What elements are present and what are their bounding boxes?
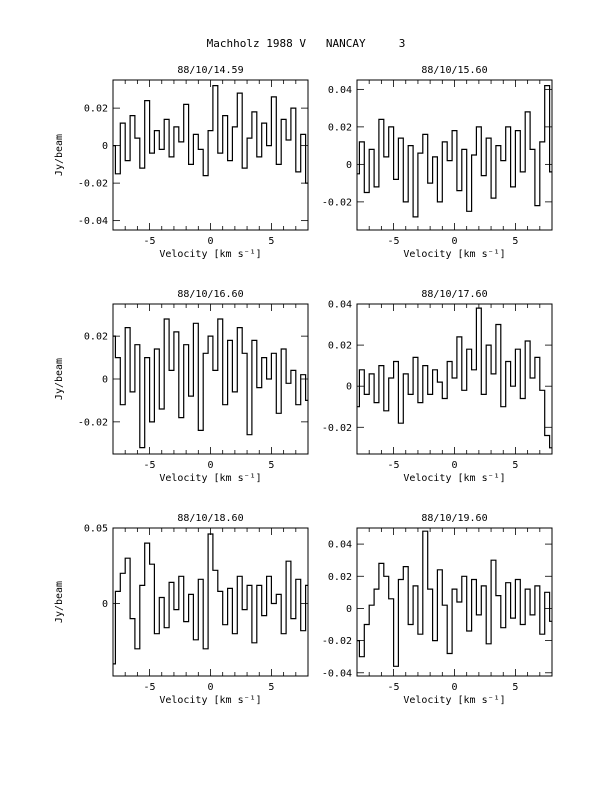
- x-tick-label: -5: [144, 682, 156, 693]
- spectrum-panel-2: 88/10/15.60 -5 0 5 -0.02 0 0.02 0.04 Velocity [k…: [322, 65, 553, 260]
- spectrum-panel-3: 88/10/16.60 -5 0 5 -0.02 0 0.02 Velocity [km s⁻…: [54, 289, 309, 484]
- spectrum-panel-4: 88/10/17.60 -5 0 5 -0.02 0 0.02 0.04 Velocity [k…: [322, 289, 553, 484]
- x-axis-label: Velocity [km s⁻¹]: [159, 473, 261, 484]
- y-tick-label: 0: [102, 599, 108, 610]
- x-tick-label: 0: [207, 460, 213, 471]
- panel-title: 88/10/17.60: [421, 289, 487, 300]
- x-tick-label: 0: [451, 236, 457, 247]
- y-tick-label: 0.02: [328, 572, 352, 583]
- x-tick-label: 5: [512, 460, 518, 471]
- spectrum-line: [357, 85, 552, 218]
- x-tick-label: -5: [388, 460, 400, 471]
- plot-frame: [356, 303, 553, 455]
- y-axis-label: Jy/beam: [54, 581, 65, 623]
- panel-title: 88/10/19.60: [421, 513, 487, 524]
- y-tick-label: 0.04: [328, 540, 352, 551]
- y-tick-label: 0: [346, 160, 352, 171]
- plot-frame: [356, 527, 553, 677]
- y-tick-label: -0.04: [322, 668, 352, 679]
- x-axis-label: Velocity [km s⁻¹]: [159, 249, 261, 260]
- x-tick-label: 0: [451, 682, 457, 693]
- y-tick-label: 0.05: [84, 524, 108, 535]
- x-axis-label: Velocity [km s⁻¹]: [403, 695, 505, 706]
- x-tick-label: 0: [207, 682, 213, 693]
- x-tick-label: 5: [268, 460, 274, 471]
- x-tick-label: 5: [268, 236, 274, 247]
- spectrum-line: [113, 533, 308, 665]
- x-tick-label: 5: [512, 236, 518, 247]
- x-axis-label: Velocity [km s⁻¹]: [159, 695, 261, 706]
- y-tick-label: 0: [102, 141, 108, 152]
- x-tick-label: 0: [451, 460, 457, 471]
- spectrum-line: [357, 530, 552, 667]
- spectrum-line: [357, 307, 552, 449]
- plot-frame: [112, 79, 309, 231]
- panel-title: 88/10/15.60: [421, 65, 487, 76]
- spectrum-panel-1: 88/10/14.59 -5 0 5 -0.04 -0.02 0 0.02 Velocity […: [54, 65, 309, 260]
- y-tick-label: 0.02: [328, 341, 352, 352]
- x-tick-label: 5: [512, 682, 518, 693]
- y-tick-label: 0: [346, 382, 352, 393]
- x-tick-label: 5: [268, 682, 274, 693]
- page-title: Machholz 1988 V NANCAY 3: [206, 37, 406, 50]
- x-tick-label: -5: [388, 236, 400, 247]
- panel-title: 88/10/14.59: [177, 65, 243, 76]
- y-tick-label: -0.02: [322, 197, 352, 208]
- y-tick-label: -0.02: [78, 417, 108, 428]
- y-tick-label: -0.02: [322, 636, 352, 647]
- y-tick-label: 0: [346, 604, 352, 615]
- y-tick-label: 0.04: [328, 300, 352, 311]
- y-tick-label: 0.02: [84, 104, 108, 115]
- x-tick-label: 0: [207, 236, 213, 247]
- x-axis-label: Velocity [km s⁻¹]: [403, 249, 505, 260]
- y-tick-label: 0.04: [328, 85, 352, 96]
- y-axis-label: Jy/beam: [54, 358, 65, 400]
- x-tick-label: -5: [388, 682, 400, 693]
- y-tick-label: -0.04: [78, 216, 108, 227]
- spectrum-line: [113, 85, 308, 184]
- spectrum-panel-5: 88/10/18.60 -5 0 5 0 0.05 Velocity [km s⁻¹] Jy/…: [54, 513, 309, 706]
- spectrum-panel-6: 88/10/19.60 -5 0 5 -0.04 -0.02 0 0.02 0.04 Veloci…: [322, 513, 553, 706]
- y-tick-label: 0.02: [328, 122, 352, 133]
- y-tick-label: 0: [102, 375, 108, 386]
- panel-title: 88/10/16.60: [177, 289, 243, 300]
- plot-frame: [112, 527, 309, 677]
- y-tick-label: 0.02: [84, 332, 108, 343]
- panel-title: 88/10/18.60: [177, 513, 243, 524]
- x-tick-label: -5: [144, 460, 156, 471]
- x-axis-label: Velocity [km s⁻¹]: [403, 473, 505, 484]
- plot-frame: [356, 79, 553, 231]
- y-tick-label: -0.02: [322, 423, 352, 434]
- y-axis-label: Jy/beam: [54, 134, 65, 176]
- x-tick-label: -5: [144, 236, 156, 247]
- y-tick-label: -0.02: [78, 179, 108, 190]
- plot-frame: [112, 303, 309, 455]
- spectrum-line: [113, 318, 308, 449]
